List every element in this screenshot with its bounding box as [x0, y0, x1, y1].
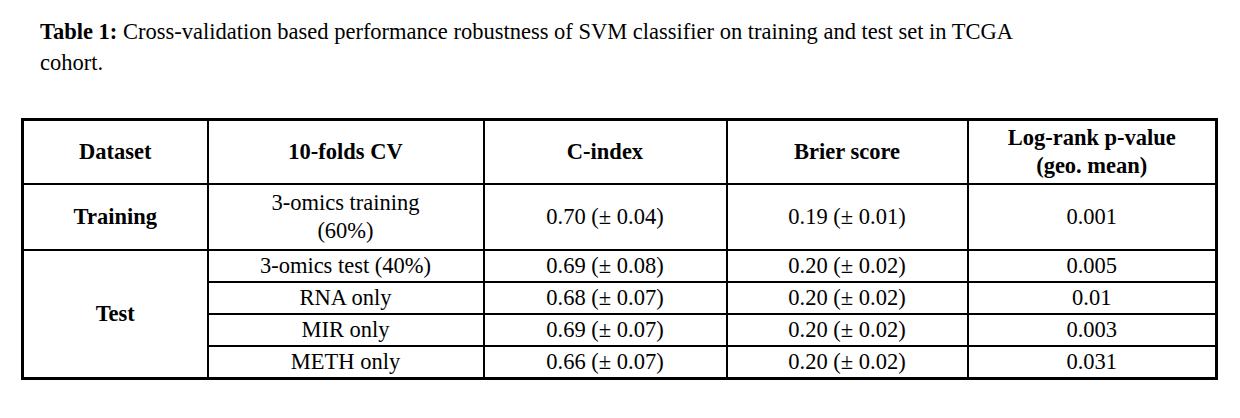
c-index-cell-test-3-omics: 0.69 (± 0.08)	[484, 250, 727, 282]
brier-score-cell-training: 0.19 (± 0.01)	[727, 184, 968, 250]
cv-cell-training-line1: 3-omics training	[213, 189, 479, 217]
cv-cell-meth-only: METH only	[208, 346, 484, 379]
dataset-cell-training: Training	[23, 184, 208, 250]
header-row: Dataset 10-folds CV C-index Brier score …	[23, 120, 1217, 185]
col-header-c-index: C-index	[484, 120, 727, 185]
col-header-brier-score-label: Brier score	[732, 138, 963, 166]
caption-label: Table 1:	[40, 19, 117, 44]
col-header-log-rank-p-value: Log-rank p-value (geo. mean)	[968, 120, 1217, 185]
cv-cell-training: 3-omics training (60%)	[208, 184, 484, 250]
c-index-cell-meth-only: 0.66 (± 0.07)	[484, 346, 727, 379]
cv-cell-test-3-omics: 3-omics test (40%)	[208, 250, 484, 282]
col-header-c-index-label: C-index	[489, 138, 722, 166]
table-caption: Table 1: Cross-validation based performa…	[40, 16, 1045, 78]
cv-cell-training-line2: (60%)	[213, 217, 479, 245]
col-header-10-folds-cv-label: 10-folds CV	[213, 138, 479, 166]
c-index-cell-training: 0.70 (± 0.04)	[484, 184, 727, 250]
p-value-cell-rna-only: 0.01	[968, 282, 1217, 314]
p-value-cell-test-3-omics: 0.005	[968, 250, 1217, 282]
cv-cell-mir-only: MIR only	[208, 314, 484, 346]
dataset-cell-test: Test	[23, 250, 208, 379]
table-row-test-3-omics: Test 3-omics test (40%) 0.69 (± 0.08) 0.…	[23, 250, 1217, 282]
brier-score-cell-mir-only: 0.20 (± 0.02)	[727, 314, 968, 346]
caption-text: Cross-validation based performance robus…	[40, 19, 1012, 75]
c-index-cell-mir-only: 0.69 (± 0.07)	[484, 314, 727, 346]
c-index-cell-rna-only: 0.68 (± 0.07)	[484, 282, 727, 314]
brier-score-cell-test-3-omics: 0.20 (± 0.02)	[727, 250, 968, 282]
col-header-dataset-label: Dataset	[28, 138, 203, 166]
p-value-cell-training: 0.001	[968, 184, 1217, 250]
p-value-cell-mir-only: 0.003	[968, 314, 1217, 346]
cv-cell-rna-only: RNA only	[208, 282, 484, 314]
col-header-log-rank-line1: Log-rank p-value	[973, 124, 1212, 152]
col-header-dataset: Dataset	[23, 120, 208, 185]
brier-score-cell-meth-only: 0.20 (± 0.02)	[727, 346, 968, 379]
brier-score-cell-rna-only: 0.20 (± 0.02)	[727, 282, 968, 314]
p-value-cell-meth-only: 0.031	[968, 346, 1217, 379]
col-header-log-rank-line2: (geo. mean)	[973, 152, 1212, 180]
results-table: Dataset 10-folds CV C-index Brier score …	[21, 118, 1218, 380]
table-row-training: Training 3-omics training (60%) 0.70 (± …	[23, 184, 1217, 250]
col-header-brier-score: Brier score	[727, 120, 968, 185]
col-header-10-folds-cv: 10-folds CV	[208, 120, 484, 185]
